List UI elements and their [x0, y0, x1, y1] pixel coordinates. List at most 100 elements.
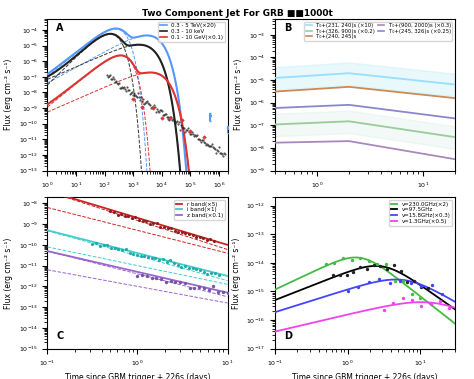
Point: [207, 236, 214, 242]
Point: [339, 255, 347, 261]
Point: [173, 119, 180, 125]
Point: [164, 116, 172, 122]
Point: [185, 231, 193, 237]
Point: [163, 114, 170, 120]
Point: [152, 255, 159, 261]
Point: [176, 127, 184, 133]
Point: [153, 220, 161, 226]
Point: [134, 90, 142, 96]
Legend: r band(×5), i band(×1), z band(×0.1): r band(×5), i band(×1), z band(×0.1): [174, 200, 225, 220]
Point: [126, 249, 133, 255]
Point: [142, 99, 150, 105]
Point: [200, 285, 208, 291]
Point: [408, 297, 416, 303]
Point: [176, 279, 184, 285]
Point: [153, 106, 161, 112]
Point: [209, 144, 217, 150]
Point: [182, 263, 189, 269]
Point: [149, 220, 157, 226]
Point: [210, 238, 218, 244]
Point: [153, 275, 160, 281]
Point: [193, 132, 201, 138]
Point: [192, 133, 200, 139]
Point: [208, 141, 216, 147]
Point: [161, 111, 168, 117]
Point: [164, 114, 171, 120]
Point: [118, 211, 125, 217]
Point: [129, 251, 137, 257]
Point: [192, 266, 200, 272]
Point: [132, 92, 140, 99]
Point: [201, 139, 209, 146]
Legend: T₀+(231, 240)s (×10), T₀+(326, 900)s (×0.2), T₀+(240, 245)s, T₀+(900, 2000)s (×0: T₀+(231, 240)s (×10), T₀+(326, 900)s (×0…: [304, 22, 452, 41]
Point: [194, 136, 202, 142]
Point: [211, 270, 219, 276]
Point: [126, 91, 134, 97]
Point: [211, 146, 219, 152]
Y-axis label: Flux (erg cm⁻² s⁻¹): Flux (erg cm⁻² s⁻¹): [235, 59, 244, 130]
X-axis label: Time since GBM trigger + 226s (days): Time since GBM trigger + 226s (days): [65, 373, 210, 379]
Point: [163, 259, 170, 265]
Point: [107, 72, 114, 78]
Point: [428, 282, 436, 288]
Text: C: C: [56, 331, 64, 341]
Point: [375, 276, 383, 282]
Point: [196, 136, 204, 143]
Point: [186, 285, 193, 291]
Point: [178, 229, 186, 235]
Point: [137, 253, 145, 259]
Point: [138, 103, 146, 110]
Point: [140, 101, 148, 107]
Point: [144, 100, 152, 106]
Point: [331, 260, 338, 266]
Point: [187, 128, 194, 134]
Point: [157, 107, 164, 113]
Point: [390, 299, 397, 305]
Point: [159, 256, 167, 262]
Point: [174, 262, 182, 268]
Point: [174, 121, 182, 127]
Point: [382, 262, 390, 268]
Point: [146, 221, 154, 227]
Point: [418, 303, 425, 309]
Point: [133, 94, 141, 100]
Point: [162, 279, 170, 285]
Point: [174, 229, 182, 235]
Point: [160, 224, 168, 230]
Point: [216, 150, 224, 156]
Point: [196, 234, 203, 240]
Point: [424, 285, 431, 291]
Point: [407, 279, 414, 285]
Point: [218, 151, 226, 157]
Point: [206, 143, 214, 149]
Point: [111, 244, 118, 251]
Point: [189, 265, 196, 271]
Point: [185, 129, 193, 135]
Point: [210, 145, 218, 151]
Point: [178, 117, 185, 123]
Point: [219, 153, 227, 160]
Point: [139, 218, 146, 224]
Point: [143, 98, 151, 104]
Point: [363, 266, 371, 272]
Point: [115, 246, 122, 252]
Point: [109, 76, 116, 82]
Point: [438, 291, 446, 297]
Point: [187, 131, 195, 137]
Point: [182, 127, 190, 133]
Point: [118, 246, 126, 252]
Point: [181, 125, 188, 131]
Point: [167, 225, 175, 231]
Text: A: A: [56, 23, 64, 33]
Point: [182, 129, 189, 135]
Point: [349, 269, 357, 275]
Point: [171, 228, 179, 234]
Point: [189, 131, 197, 137]
Legend: 0.3 - 5 TeV(×20), 0.3 - 10 keV, 0.1 - 10 GeV(×0.1): 0.3 - 5 TeV(×20), 0.3 - 10 keV, 0.1 - 10…: [158, 22, 225, 42]
Point: [343, 272, 350, 278]
Point: [417, 284, 425, 290]
Point: [446, 305, 453, 311]
Point: [132, 213, 139, 219]
Point: [113, 80, 121, 86]
Point: [122, 88, 130, 94]
